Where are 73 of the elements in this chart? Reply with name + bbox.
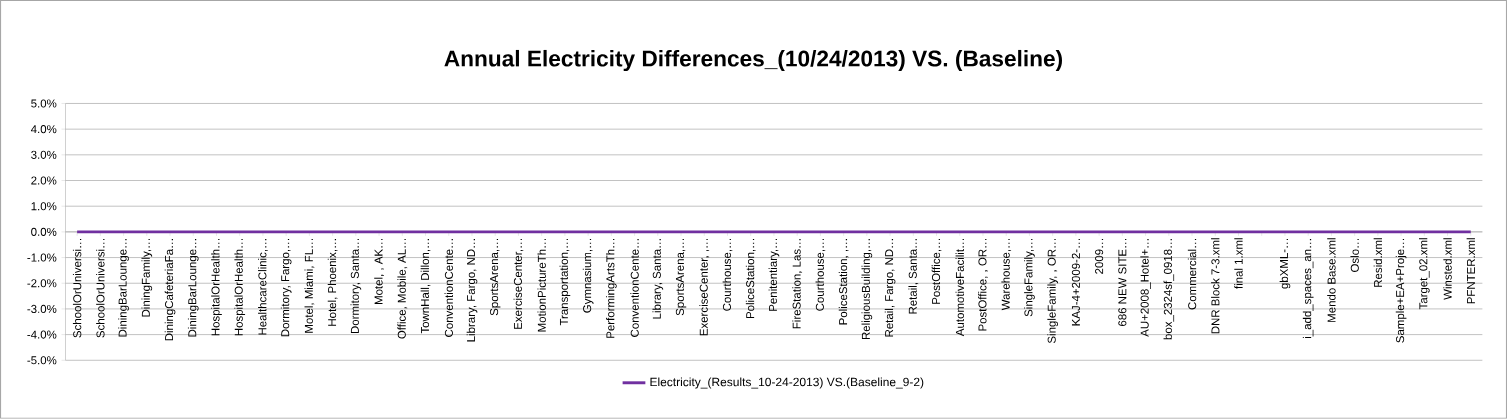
x-tick-label: Target_02.xml [1418,238,1430,310]
x-tick-label: ConventionCente… [444,239,453,337]
y-tick-label: 5.0% [31,99,57,108]
x-tick-label: Hotel, Phoenix,… [327,239,338,326]
x-tick-label: HospitalOrHealth… [211,239,222,336]
x-tick-label: Office, Mobile, AL… [397,239,408,339]
x-tick-label: KAJ-4+2009-2-… [1071,239,1080,326]
x-tick-label: DiningCafeteriaFa… [164,239,176,341]
x-tick-label: Commercial… [1187,239,1197,310]
x-tick-label: Motel, , AK… [374,239,384,305]
y-tick-label: 1.0% [31,202,57,211]
x-tick-label: Transportation,… [559,239,571,326]
x-tick-label: SingleFamily, , OR… [1047,239,1059,344]
y-tick-label: -1.0% [27,253,57,262]
x-tick-label: ExerciseCenter, ,… [699,239,710,336]
x-tick-label: SportsArena,… [490,239,501,316]
y-tick-label: -2.0% [27,279,57,288]
x-tick-label: Library, Fargo, ND… [466,239,478,342]
x-tick-label: i_add_spaces_an… [1302,239,1314,339]
y-tick-label: 3.0% [31,150,57,159]
x-tick-label: Resid.xml [1373,238,1383,287]
x-tick-label: DiningBarLounge… [187,239,199,337]
x-tick-label: SchoolOrUniversi… [72,239,82,338]
x-tick-label: AutomotiveFacilit… [955,239,964,337]
x-tick-label: Dormitory, Fargo,… [280,239,292,337]
x-tick-label: HospitalOrHealth… [234,239,246,336]
x-tick-label: AU+2008_Hotel+… [1140,239,1151,337]
y-tick-label: 2.0% [31,176,57,185]
x-tick-label: ReligiousBuilding,… [861,239,873,340]
x-tick-label: FireStation, Las… [792,239,803,329]
x-tick-label: Courthouse,… [722,239,733,311]
x-tick-label: Winsted.xml [1443,238,1452,300]
x-tick-label: Library, Santa… [652,239,664,319]
y-tick-label: 0.0% [31,227,57,237]
x-tick-label: Mendo Base.xml [1327,238,1336,322]
x-tick-label: DiningBarLounge… [118,239,129,337]
x-tick-label: PoliceStation,… [745,239,756,319]
x-tick-label: SchoolOrUniversi… [96,239,105,338]
x-tick-label: PoliceStation, ,… [838,239,849,325]
x-tick-label: DNR Block 7-3.xml [1211,238,1220,334]
x-tick-label: PostOffice, , OR… [978,239,988,331]
x-tick-label: gbXML-… [1279,239,1291,289]
x-tick-label: 2009… [1095,239,1104,274]
y-tick-label: -5.0% [27,356,57,365]
x-tick-label: Motel, Miami, FL… [304,239,315,333]
x-tick-label: box_2324sf_0918… [1163,239,1175,340]
x-tick-label: HealthcareClinic,… [258,239,268,335]
legend-label: Electricity_(Results_10-24-2013) VS.(Baseline_9-2) [650,377,924,389]
x-tick-label: PerformingArtsTh… [606,239,617,338]
x-tick-label: Dormitory, Santa… [350,239,362,334]
x-tick-label: PFNTER.xml [1466,238,1475,304]
x-tick-label: Retail, Fargo, ND… [884,239,896,337]
x-tick-label: MotionPictureTh… [537,239,546,332]
x-tick-label: Courthouse,… [815,239,826,311]
x-tick-label: PostOffice,… [931,239,942,304]
y-tick-label: -4.0% [27,330,57,339]
y-tick-label: -3.0% [27,304,57,314]
x-tick-label: TownHall, Dillon,… [420,239,431,334]
chart-title: Annual Electricity Differences_(10/24/2013) VS. (Baseline) [444,50,1063,72]
x-tick-label: Warehouse,… [1001,239,1012,311]
x-tick-label: 686 NEW SITE… [1118,239,1127,327]
x-tick-label: SportsArena,… [675,239,687,316]
x-tick-label: DiningFamily,… [141,239,153,317]
x-tick-label: Sample+EA+Proje… [1395,239,1407,343]
y-tick-label: 4.0% [30,125,57,134]
x-tick-label: Retail, Santa… [908,239,919,314]
x-tick-label: Oslo… [1350,239,1359,273]
x-tick-label: ExerciseCenter,… [513,239,524,329]
x-tick-label: final 1.xml [1234,238,1243,289]
x-tick-label: ConventionCente… [630,239,639,337]
x-tick-label: SingleFamily,… [1024,239,1035,317]
x-tick-label: Penitentiary,… [768,239,780,311]
x-tick-label: Gymnasium,… [582,239,594,313]
